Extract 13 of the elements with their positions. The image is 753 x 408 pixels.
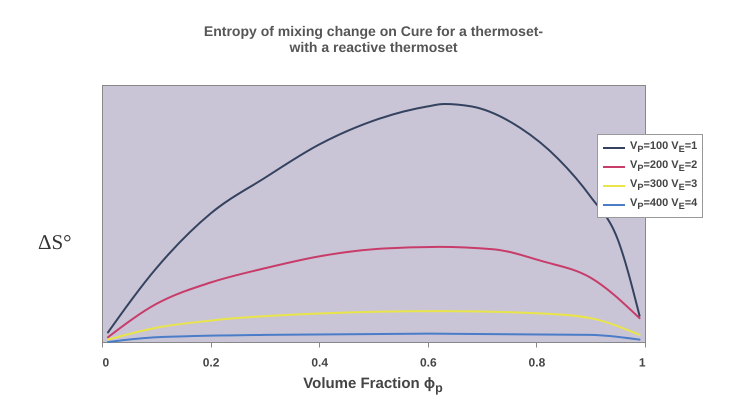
x-tick-label: 1 [638,356,646,370]
legend-label: V$_{P}$=300 V$_{E}$=3 [630,178,698,193]
x-tick-label: 0.8 [528,356,546,370]
x-tick-label: 0.4 [311,356,328,370]
chart-title: Entropy of mixing change on Cure for a thermoset- with a reactive thermoset [204,23,544,55]
x-axis-title: Volume Fraction ϕ$_{p}$ [302,375,444,395]
legend-label: V$_{P}$=200 V$_{E}$=2 [630,159,698,174]
x-tick-label: 0 [102,356,110,370]
legend-label: V$_{P}$=100 V$_{E}$=1 [630,140,698,155]
y-axis-title: ΔS° [38,230,72,255]
x-tick-label: 0.2 [202,356,220,370]
legend-label: V$_{P}$=400 V$_{E}$=4 [630,197,698,212]
x-tick-label: 0.6 [420,356,437,370]
